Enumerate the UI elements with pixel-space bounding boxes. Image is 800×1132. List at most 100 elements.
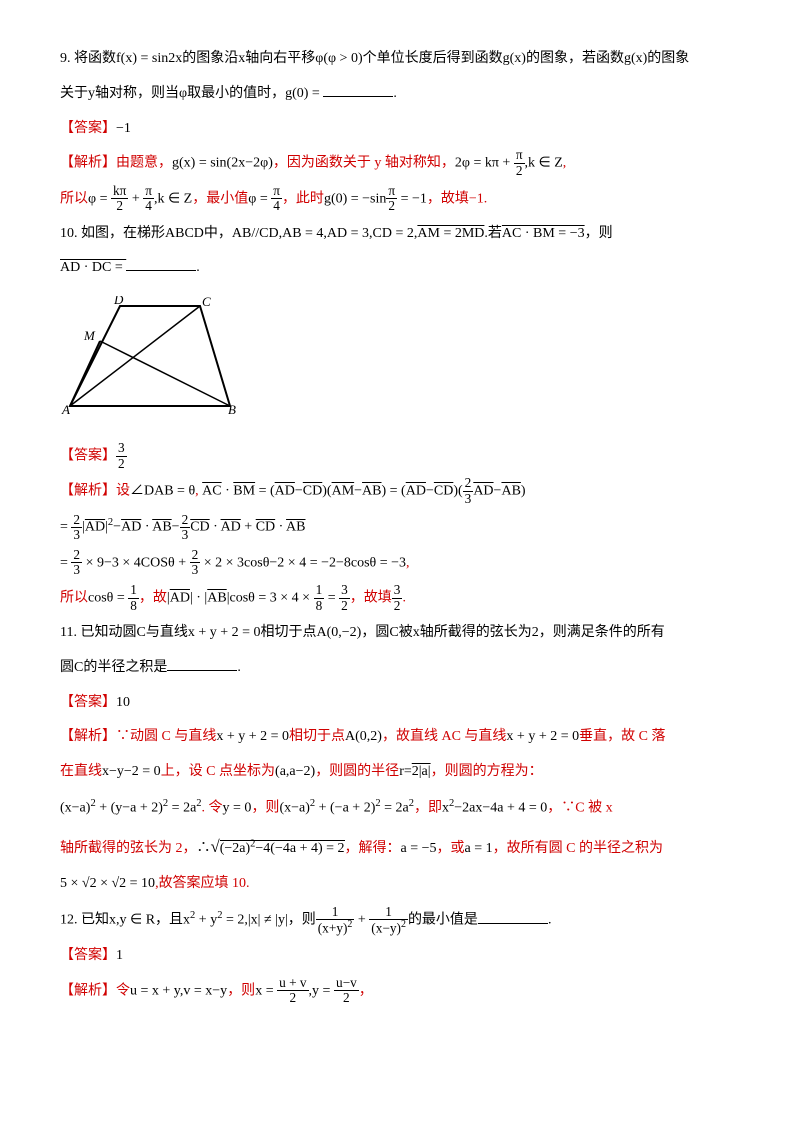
a11-value: 10 <box>116 695 130 710</box>
q10-eq3: AC · BM = −3 <box>502 226 585 241</box>
q10-eq4: AD · DC = <box>60 260 126 275</box>
svg-text:C: C <box>202 296 211 309</box>
e11-t13: 轴所截得的弦长为 2， <box>60 841 197 856</box>
q11-t5: . <box>237 660 241 675</box>
e11-t14: ，解得： <box>345 841 401 856</box>
question-10-l2: AD · DC = . <box>60 253 740 284</box>
q12-t1: 12. 已知 <box>60 913 109 928</box>
q9-t1: 9. 将函数 <box>60 51 116 66</box>
e9-eq1: g(x) = sin(2x−2φ) <box>172 156 273 171</box>
e11-eq6a: + (y−a + 2) <box>96 801 163 816</box>
e9-t3: 所以 <box>60 191 88 206</box>
q10-t4: . <box>196 260 200 275</box>
e12-t1: 令 <box>116 983 130 998</box>
q12-eq2: x <box>183 913 190 928</box>
frac-kpi2: kπ2 <box>111 184 128 214</box>
e11-t7: ，则圆的半径 <box>315 764 399 779</box>
e11-eq10a: (−2a) <box>220 841 250 856</box>
question-11: 11. 已知动圆C与直线x + y + 2 = 0相切于点A(0,−2)，圆C被… <box>60 618 740 649</box>
e12-eq1: u = x + y,v = x−y <box>130 983 227 998</box>
q9-t4: 的图象，若函数 <box>526 51 624 66</box>
e11-eq5: r= <box>399 764 412 779</box>
e10-eq5: cosθ = <box>88 590 128 605</box>
explain-11-l4: 轴所截得的弦长为 2，∴√(−2a)2−4(−4a + 4) = 2，解得：a … <box>60 829 740 866</box>
e9-t4: ，最小值 <box>192 191 248 206</box>
frac-pi4b: π4 <box>271 184 282 214</box>
e10-t6: . <box>402 590 406 605</box>
question-12: 12. 已知x,y ∈ R，且x2 + y2 = 2,|x| ≠ |y|，则1(… <box>60 904 740 936</box>
q9-gx: g(x) <box>503 51 526 66</box>
e11-eq10b: −4(−4a + 4) = 2 <box>255 841 344 856</box>
e12-eq2b: ,y = <box>309 983 334 998</box>
q9-phi: φ(φ > 0) <box>315 51 362 66</box>
q9-t7: . <box>393 86 397 101</box>
e11-eq1: x + y + 2 = 0 <box>216 729 289 744</box>
explain-11-l5: 5 × √2 × √2 = 10,故答案应填 10. <box>60 869 740 900</box>
blank-11 <box>167 656 237 671</box>
a9-value: −1 <box>116 121 131 136</box>
e11-eq12: a = 1 <box>465 841 493 856</box>
q9-g0: g(0) = <box>285 86 323 101</box>
e11-eq3: x−y−2 = 0 <box>102 764 161 779</box>
e12-label: 【解析】 <box>60 983 116 998</box>
e9-eq4: φ = <box>248 191 271 206</box>
question-9: 9. 将函数f(x) = sin2x的图象沿x轴向右平移φ(φ > 0)个单位长… <box>60 44 740 75</box>
blank-12 <box>478 909 548 924</box>
e9-eq5: g(0) = −sin <box>324 191 386 206</box>
explain-9-l2: 所以φ = kπ2 + π4,k ∈ Z，最小值φ = π4，此时g(0) = … <box>60 184 740 215</box>
q10-t3: ，则 <box>585 226 613 241</box>
frac-pi4: π4 <box>143 184 154 214</box>
explain-12: 【解析】令u = x + y,v = x−y，则x = u + v2,y = u… <box>60 976 740 1007</box>
svg-text:B: B <box>228 402 236 416</box>
e11-t8: ，则圆的方程为： <box>431 764 543 779</box>
e9-t2: ，因为函数关于 y 轴对称知， <box>273 156 455 171</box>
blank-9 <box>323 82 393 97</box>
e11-eq1b: A(0,2) <box>345 729 382 744</box>
answer-9: 【答案】−1 <box>60 114 740 145</box>
a11-label: 【答案】 <box>60 695 116 710</box>
e11-eq8a: + (−a + 2) <box>315 801 375 816</box>
e11-t5: 在直线 <box>60 764 102 779</box>
e9-eq5b: = −1 <box>397 191 427 206</box>
frac-pi2b: π2 <box>386 184 397 214</box>
e11-t2: 相切于点 <box>289 729 345 744</box>
question-10: 10. 如图，在梯形ABCD中，AB//CD,AB = 4,AD = 3,CD … <box>60 219 740 250</box>
q12-t5: . <box>548 913 552 928</box>
explain-11-l2: 在直线x−y−2 = 0上，设 C 点坐标为(a,a−2)，则圆的半径r=2|a… <box>60 757 740 788</box>
e11-label: 【解析】 <box>60 729 116 744</box>
q11-t3: ，圆C被x轴所截得的弦长为2，则满足条件的所有 <box>361 625 664 640</box>
q9-t2: 的图象沿x轴向右平移 <box>182 51 315 66</box>
q11-t1: 11. 已知动圆C与直线 <box>60 625 188 640</box>
e11-t17: ,故答案应填 10. <box>155 876 250 891</box>
e11-eq10: ∴ <box>197 841 211 856</box>
q10-t2: .若 <box>484 226 502 241</box>
e10-eq4: = <box>60 555 71 570</box>
e11-eq2: x + y + 2 = 0 <box>506 729 579 744</box>
q9-t5: 的图象 <box>647 51 689 66</box>
a12-value: 1 <box>116 948 123 963</box>
a10-label: 【答案】 <box>60 448 116 463</box>
q11-eq1: x + y + 2 = 0 <box>188 625 261 640</box>
e12-t3: ， <box>359 983 373 998</box>
q10-eq1: AB//CD,AB = 4,AD = 3,CD = 2, <box>232 226 417 241</box>
blank-10 <box>126 256 196 271</box>
q12-eq2b: = 2,|x| ≠ |y| <box>222 913 287 928</box>
e11-t16: ，故所有圆 C 的半径之积为 <box>493 841 663 856</box>
e11-t1: ∵动圆 C 与直线 <box>116 729 216 744</box>
e12-t2: ，则 <box>227 983 255 998</box>
e9-t5: ，此时 <box>282 191 324 206</box>
explain-10-l4: 所以cosθ = 18，故|AD| · |AB|cosθ = 3 × 4 × 1… <box>60 583 740 614</box>
q9-t3: 个单位长度后得到函数 <box>363 51 503 66</box>
q12-eq2a: + y <box>195 913 217 928</box>
q11-eq2: A(0,−2) <box>317 625 362 640</box>
e10-t2: , <box>195 484 199 499</box>
q9-fx: f(x) = sin2x <box>116 51 182 66</box>
e11-eq4: (a,a−2) <box>275 764 315 779</box>
e10-eq1: ∠DAB = θ <box>130 484 195 499</box>
trapezoid-diagram: A B C D M <box>60 296 240 416</box>
e10-label: 【解析】 <box>60 484 116 499</box>
e9-eq3c: ,k ∈ Z <box>154 191 192 206</box>
q12-t2: ，且 <box>155 913 183 928</box>
e11-t6: 上，设 C 点坐标为 <box>161 764 275 779</box>
e10-t5: ，故填 <box>350 590 392 605</box>
